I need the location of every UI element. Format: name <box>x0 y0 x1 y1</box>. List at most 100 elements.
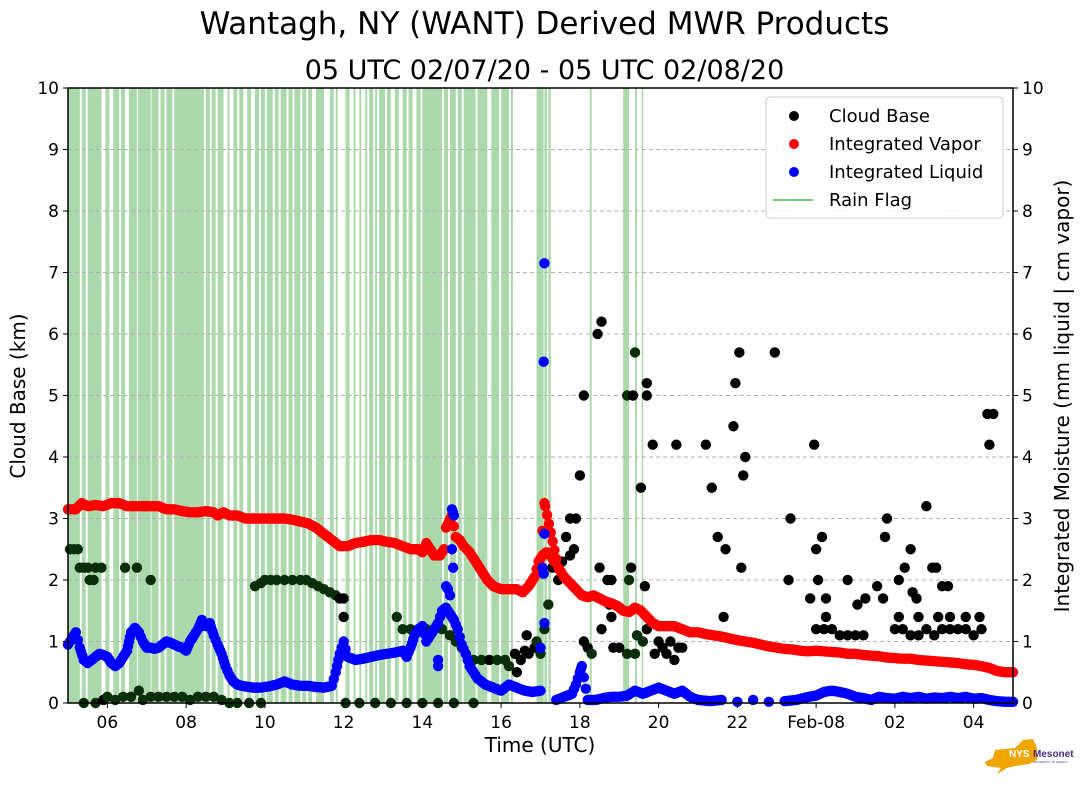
y-tick-label: 10 <box>37 79 59 99</box>
vapor-point <box>448 520 460 532</box>
cloud-base-point <box>881 513 893 524</box>
rain-flag-band <box>345 88 350 703</box>
cloud-base-point <box>596 316 607 327</box>
cloud-base-point <box>594 562 605 573</box>
y-right-tick-label: 3 <box>1022 510 1033 530</box>
y-right-tick-label: 7 <box>1022 264 1033 284</box>
cloud-base-point <box>635 482 647 493</box>
cloud-base-point <box>391 611 402 623</box>
cloud-base-point <box>905 630 916 641</box>
rain-flag-band <box>260 88 265 703</box>
rain-flag-band <box>205 88 210 703</box>
series-liquid <box>62 258 1019 707</box>
cloud-base-point <box>728 421 739 432</box>
cloud-base-point <box>783 574 794 586</box>
cloud-base-point <box>889 624 901 635</box>
rain-flag-band <box>589 88 592 703</box>
cloud-base-point <box>192 691 204 703</box>
chart-subtitle: 05 UTC 02/07/20 - 05 UTC 02/08/20 <box>304 55 785 86</box>
cloud-base-point <box>511 667 523 678</box>
vapor-point <box>547 536 558 547</box>
cloud-base-point <box>521 630 532 641</box>
cloud-base-point <box>913 611 924 623</box>
cloud-base-point <box>929 630 940 641</box>
x-tick-label: 18 <box>569 713 591 733</box>
cloud-base-point <box>820 593 832 604</box>
cloud-base-point <box>738 470 749 481</box>
liquid-point <box>539 258 550 269</box>
vapor-point <box>541 509 553 521</box>
rain-flag-band <box>308 88 313 703</box>
liquid-point <box>538 568 549 580</box>
rain-flag-band <box>386 88 391 703</box>
cloud-base-point <box>852 599 863 610</box>
rain-flag-band <box>329 88 334 703</box>
liquid-point <box>447 562 459 573</box>
cloud-base-point <box>596 624 607 635</box>
cloud-base-point <box>879 531 891 543</box>
ny-state-shape-icon <box>985 739 1037 774</box>
y-right-tick-label: 0 <box>1022 694 1033 714</box>
cloud-base-point <box>641 378 653 389</box>
rain-flag-band <box>105 88 110 703</box>
cloud-base-point <box>623 574 635 586</box>
cloud-base-point <box>145 691 156 703</box>
rain-flag-band <box>227 88 230 703</box>
liquid-point <box>580 683 591 694</box>
cloud-base-point <box>897 624 908 635</box>
y-tick-label: 5 <box>48 387 59 407</box>
cloud-base-point <box>736 562 747 573</box>
liquid-point <box>763 696 775 707</box>
y-tick-label: 7 <box>48 264 59 284</box>
cloud-base-point <box>131 562 143 573</box>
cloud-base-point <box>338 593 349 604</box>
cloud-base-point <box>641 390 653 401</box>
liquid-point <box>446 544 458 555</box>
rain-flag-band <box>359 88 362 703</box>
cloud-base-point <box>700 439 712 450</box>
y-tick-label: 9 <box>48 141 59 161</box>
cloud-base-point <box>586 648 597 659</box>
cloud-base-point <box>661 648 672 659</box>
y-right-tick-label: 4 <box>1022 448 1033 468</box>
cloud-base-point <box>818 624 830 635</box>
vapor-point <box>438 544 450 555</box>
cloud-base-point <box>484 654 495 666</box>
cloud-base-point <box>669 654 680 666</box>
cloud-base-point <box>850 630 861 641</box>
cloud-base-point <box>287 574 298 586</box>
chart-title: Wantagh, NY (WANT) Derived MWR Products <box>199 6 890 42</box>
rain-flag-band <box>457 88 462 703</box>
cloud-base-point <box>637 636 649 647</box>
cloud-base-point <box>842 630 853 641</box>
liquid-point <box>448 510 460 521</box>
vapor-point <box>543 518 555 529</box>
cloud-base-point <box>944 611 956 623</box>
cloud-base-point <box>515 654 527 666</box>
vapor-point <box>540 501 551 512</box>
cloud-base-point <box>271 574 282 586</box>
cloud-base-point <box>944 624 956 635</box>
cloud-base-point <box>629 648 641 659</box>
rain-flag-band <box>408 88 413 703</box>
cloud-base-point <box>769 347 780 358</box>
y-right-tick-label: 5 <box>1022 387 1033 407</box>
cloud-base-point <box>133 685 145 696</box>
liquid-point <box>578 672 590 683</box>
cloud-base-point <box>200 691 212 703</box>
cloud-base-point <box>543 599 554 610</box>
rain-flag-band <box>365 88 368 703</box>
logo-brand-text: Mesonet <box>1033 749 1074 760</box>
rain-flag-band <box>302 88 307 703</box>
y-tick-label: 8 <box>48 202 59 222</box>
cloud-base-point <box>808 439 820 450</box>
cloud-base-point <box>560 531 572 543</box>
cloud-base-point <box>899 562 910 573</box>
cloud-base-point <box>810 624 822 635</box>
y-axis-right-label: Integrated Moisture (mm liquid | cm vapo… <box>1050 180 1074 613</box>
cloud-base-point <box>621 648 633 659</box>
cloud-base-point <box>952 624 964 635</box>
y-axis-left-label: Cloud Base (km) <box>6 313 30 478</box>
cloud-base-point <box>647 439 658 450</box>
x-tick-label: 10 <box>254 713 276 733</box>
